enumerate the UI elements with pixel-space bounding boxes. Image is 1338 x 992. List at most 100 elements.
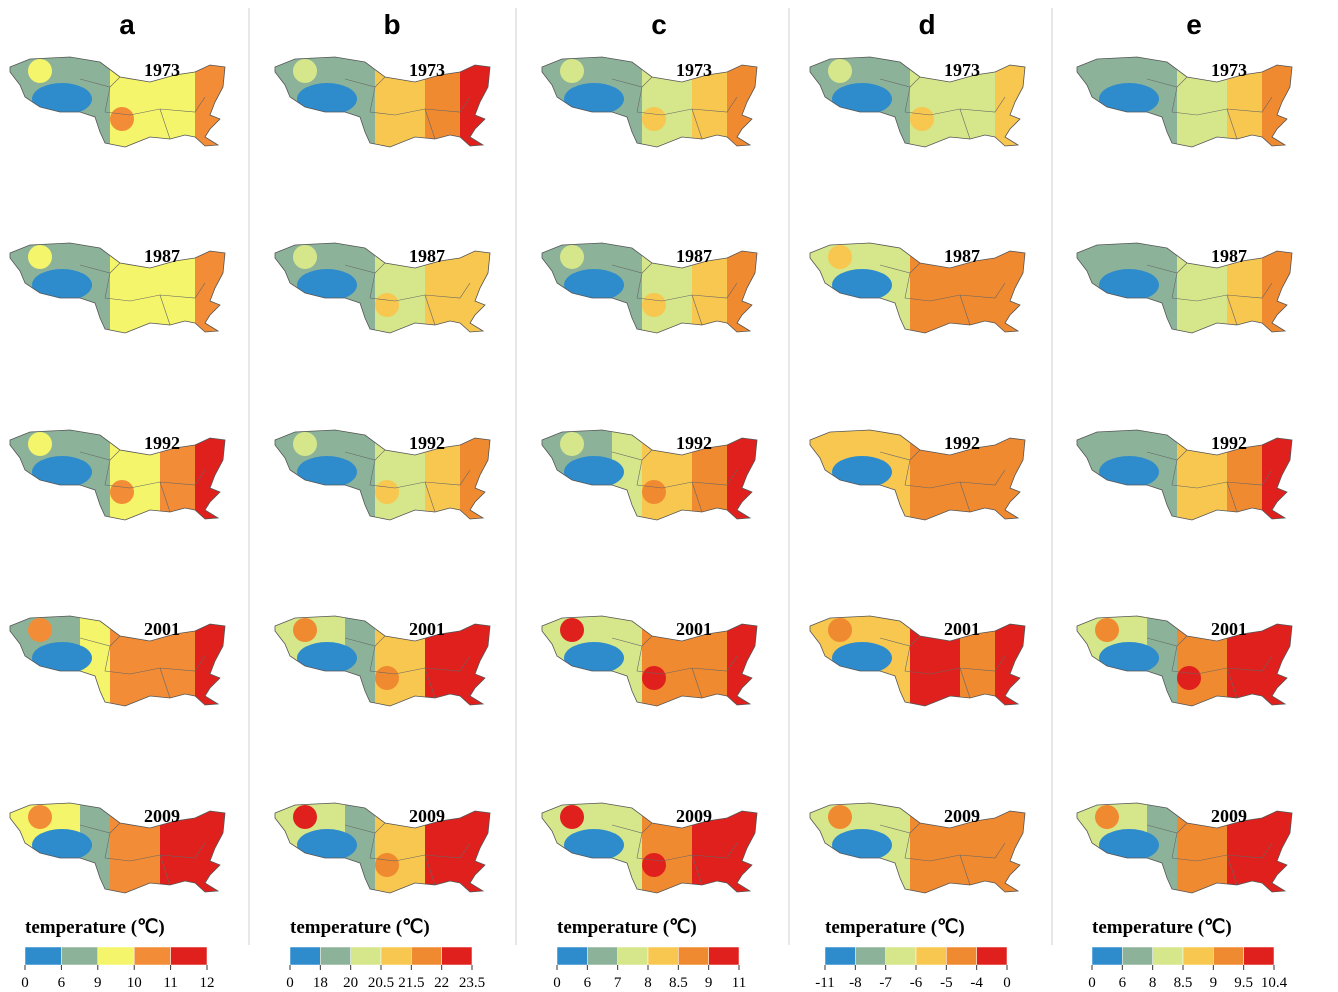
legend-tick-label: 11	[163, 975, 177, 991]
year-label: 2009	[676, 806, 712, 826]
year-label: 1973	[676, 60, 712, 80]
hot-spot	[28, 59, 52, 83]
legend-swatch	[61, 947, 97, 965]
hot-spot	[110, 107, 134, 131]
hot-spot	[828, 432, 852, 456]
map	[275, 798, 495, 898]
map-fill	[10, 798, 230, 898]
legend-tick-label: 8	[1149, 975, 1157, 991]
map	[810, 611, 1030, 711]
legend-tick-label: -5	[940, 975, 953, 991]
legend-swatch	[946, 947, 976, 965]
map-fill	[275, 238, 495, 338]
cold-zone	[1099, 456, 1159, 488]
map	[10, 238, 230, 338]
hot-spot	[1095, 245, 1119, 269]
legend-swatch	[1244, 947, 1274, 965]
hot-spot	[642, 853, 666, 877]
legend-swatch	[1153, 947, 1183, 965]
legend-tick-label: 20	[343, 975, 358, 991]
hot-spot	[1095, 805, 1119, 829]
legend-tick-label: 12	[200, 975, 215, 991]
map	[542, 798, 762, 898]
legend-tick-label: 10	[127, 975, 142, 991]
map-fill	[542, 52, 762, 152]
hot-spot	[1095, 432, 1119, 456]
legend-swatch	[825, 947, 855, 965]
map	[542, 238, 762, 338]
map-fill	[542, 425, 762, 525]
map-fill	[542, 798, 762, 898]
legend-swatch	[381, 947, 411, 965]
map	[1077, 798, 1297, 898]
map	[275, 52, 495, 152]
year-label: 1992	[676, 433, 712, 453]
map-fill	[275, 798, 495, 898]
hot-spot	[110, 480, 134, 504]
cold-zone	[1099, 642, 1159, 674]
legend-swatch	[618, 947, 648, 965]
panel-label: c	[651, 9, 667, 40]
legend-tick-label: 9	[94, 975, 102, 991]
hot-spot	[560, 618, 584, 642]
legend-title: temperature (℃)	[557, 917, 697, 938]
map-fill	[810, 238, 1030, 338]
legend-tick-label: -4	[970, 975, 983, 991]
hot-spot	[28, 805, 52, 829]
hot-spot	[910, 666, 934, 690]
year-label: 1987	[409, 246, 445, 266]
legend-swatch	[557, 947, 587, 965]
legend-tick-label: 0	[286, 975, 294, 991]
map-fill	[1077, 425, 1297, 525]
legend-swatch	[320, 947, 350, 965]
legend-swatch	[886, 947, 916, 965]
legend-tick-label: -6	[910, 975, 923, 991]
hot-spot	[375, 293, 399, 317]
cold-zone	[564, 269, 624, 301]
map	[275, 611, 495, 711]
legend-tick-label: 9.5	[1234, 975, 1253, 991]
legend-tick-label: 9	[705, 975, 713, 991]
panel-label: d	[918, 9, 935, 40]
map-fill	[275, 52, 495, 152]
cold-zone	[564, 642, 624, 674]
map-fill	[10, 52, 230, 152]
year-label: 1973	[944, 60, 980, 80]
hot-spot	[1177, 107, 1201, 131]
legend-title: temperature (℃)	[25, 917, 165, 938]
legend-tick-label: 11	[732, 975, 746, 991]
cold-zone	[297, 829, 357, 861]
cold-zone	[1099, 829, 1159, 861]
hot-spot	[910, 293, 934, 317]
legend-swatch	[977, 947, 1007, 965]
hot-spot	[910, 107, 934, 131]
cold-zone	[32, 269, 92, 301]
map	[275, 425, 495, 525]
legend-tick-label: 21.5	[398, 975, 424, 991]
legend-swatch	[171, 947, 207, 965]
map-fill	[810, 425, 1030, 525]
map-fill	[10, 611, 230, 711]
year-label: 1973	[409, 60, 445, 80]
cold-zone	[32, 456, 92, 488]
hot-spot	[375, 480, 399, 504]
map	[810, 52, 1030, 152]
cold-zone	[1099, 269, 1159, 301]
hot-spot	[560, 432, 584, 456]
cold-zone	[564, 83, 624, 115]
map	[810, 238, 1030, 338]
legend-swatch	[916, 947, 946, 965]
cold-zone	[297, 269, 357, 301]
hot-spot	[28, 432, 52, 456]
cold-zone	[832, 83, 892, 115]
legend-swatch	[134, 947, 170, 965]
year-label: 1973	[1211, 60, 1247, 80]
hot-spot	[910, 853, 934, 877]
legend-tick-label: 0	[21, 975, 29, 991]
map	[1077, 611, 1297, 711]
legend-swatch	[855, 947, 885, 965]
hot-spot	[1177, 666, 1201, 690]
panel: e19731987199220012009temperature (℃)0688…	[1077, 9, 1297, 991]
legend-swatch	[98, 947, 134, 965]
legend-swatch	[1213, 947, 1243, 965]
